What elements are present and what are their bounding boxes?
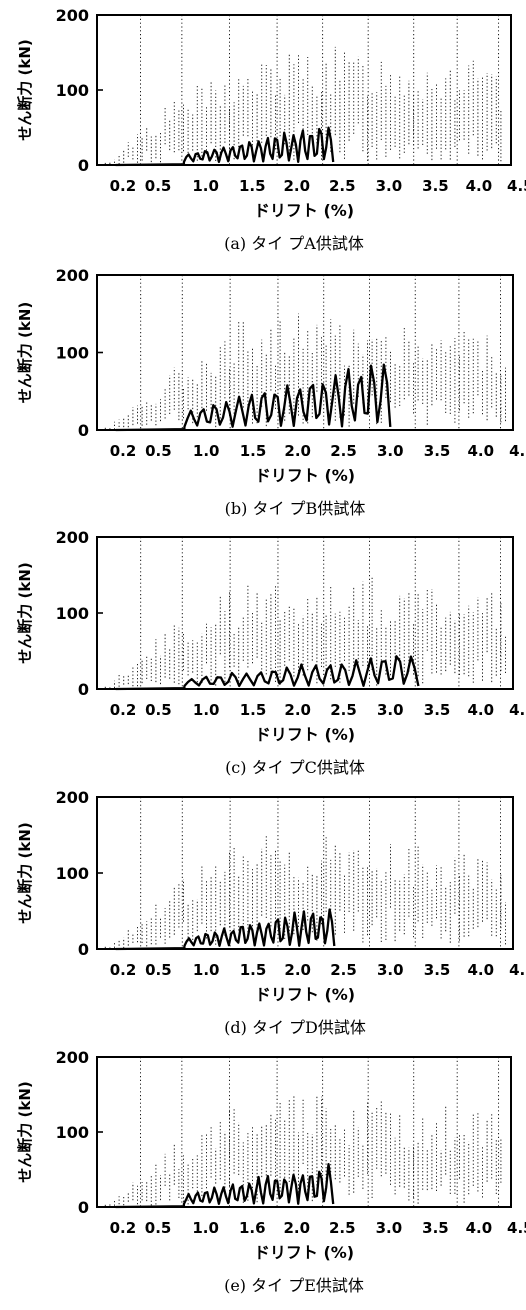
- x-tick-label: 1.6: [239, 1219, 266, 1237]
- x-tick-label: 1.0: [193, 442, 220, 460]
- x-tick-label: 0.2: [110, 177, 137, 195]
- series-dotted-envelope: [104, 1094, 502, 1207]
- x-tick-label: 3.5: [424, 701, 451, 719]
- x-tick-label: 0.2: [110, 701, 137, 719]
- y-tick-label: 100: [56, 81, 89, 100]
- x-tick-label: 3.0: [376, 1219, 403, 1237]
- x-tick-label: 0.2: [110, 442, 137, 460]
- y-tick-label: 200: [56, 788, 89, 807]
- y-tick-label: 0: [78, 680, 89, 699]
- x-tick-label: 1.5: [240, 961, 267, 979]
- panel-caption: (e) タイ プE供試体: [224, 1276, 364, 1295]
- y-axis-label: せん断力 (kN): [16, 302, 34, 403]
- x-tick-label: 4.5: [509, 961, 526, 979]
- x-tick-label: 1.0: [193, 701, 220, 719]
- x-tick-label: 0.5: [145, 442, 172, 460]
- x-tick-label: 2.5: [330, 442, 357, 460]
- x-tick-label: 4.0: [466, 177, 493, 195]
- panel-caption: (c) タイ プC供試体: [225, 758, 365, 777]
- x-tick-label: 2.0: [284, 701, 311, 719]
- x-tick-label: 3.5: [422, 1219, 449, 1237]
- series-dotted-envelope: [104, 577, 506, 689]
- series-solid-line: [115, 126, 335, 167]
- x-tick-label: 3.5: [424, 961, 451, 979]
- x-tick-label: 0.5: [145, 177, 172, 195]
- plot-frame: [96, 536, 514, 690]
- x-axis-label: ドリフト (%): [254, 1243, 354, 1262]
- chart-panel: 0 100 200 0.2 0.5 1.0 1.5 2.0 2.5 3.0 3.5 4.0 4.5 ドリフ…: [16, 266, 526, 518]
- x-tick-label: 4.0: [467, 701, 494, 719]
- y-axis-label: せん断力 (kN): [16, 562, 34, 663]
- y-axis-label: せん断力 (kN): [16, 39, 34, 140]
- series-dotted-envelope: [104, 313, 506, 430]
- y-tick-label: 0: [78, 1198, 89, 1217]
- x-tick-label: 4.0: [467, 961, 494, 979]
- y-tick-label: 200: [56, 528, 89, 547]
- series-dotted-envelope: [104, 46, 502, 165]
- x-tick-label: 3.5: [422, 177, 449, 195]
- chart-panel: 0 100 200 0.2 0.5 1.0 1.6 2.0 2.5 3.0 3.5 4.0 4.5 ドリフ…: [16, 1048, 526, 1295]
- x-axis-label: ドリフト (%): [254, 201, 354, 220]
- chart-panel: 0 100 200 0.2 0.5 1.0 1.5 2.0 2.5 3.0 3.5 4.0 4.5 ドリフ…: [16, 528, 526, 777]
- x-axis-label: ドリフト (%): [255, 985, 355, 1004]
- series-solid-line: [115, 655, 420, 691]
- panel-caption: (a) タイ プA供試体: [224, 234, 364, 253]
- series-solid-line: [115, 908, 336, 951]
- y-axis-label: せん断力 (kN): [16, 822, 34, 923]
- x-tick-label: 4.0: [466, 1219, 493, 1237]
- x-tick-label: 4.5: [507, 177, 526, 195]
- y-tick-label: 0: [78, 421, 89, 440]
- y-tick-label: 100: [56, 864, 89, 883]
- chart-panel: 0 100 200 0.2 0.5 1.0 1.5 2.0 2.5 3.0 3.5 4.0 4.5 ドリフ…: [16, 6, 526, 253]
- x-tick-label: 2.5: [329, 177, 356, 195]
- x-tick-label: 3.0: [377, 442, 404, 460]
- y-tick-label: 200: [56, 266, 89, 285]
- x-tick-label: 3.0: [376, 177, 403, 195]
- y-tick-label: 100: [56, 344, 89, 363]
- y-tick-label: 200: [56, 6, 89, 25]
- x-tick-label: 2.0: [284, 442, 311, 460]
- x-tick-label: 4.5: [509, 442, 526, 460]
- y-tick-label: 0: [78, 940, 89, 959]
- x-tick-label: 2.5: [329, 1219, 356, 1237]
- x-tick-label: 4.0: [467, 442, 494, 460]
- panel-caption: (b) タイ プB供試体: [225, 499, 366, 518]
- x-tick-label: 2.5: [330, 961, 357, 979]
- panel-caption: (d) タイ プD供試体: [224, 1018, 366, 1037]
- x-tick-label: 1.5: [239, 177, 266, 195]
- x-tick-label: 1.0: [193, 961, 220, 979]
- x-tick-label: 0.2: [110, 961, 137, 979]
- x-axis-label: ドリフト (%): [255, 466, 355, 485]
- y-tick-label: 200: [56, 1048, 89, 1067]
- series-solid-line: [115, 363, 392, 432]
- x-tick-label: 3.5: [424, 442, 451, 460]
- x-tick-label: 3.0: [377, 701, 404, 719]
- x-tick-label: 2.5: [330, 701, 357, 719]
- x-tick-label: 4.5: [509, 701, 526, 719]
- x-tick-label: 1.0: [192, 177, 219, 195]
- x-tick-label: 4.5: [507, 1219, 526, 1237]
- x-tick-label: 2.0: [283, 1219, 310, 1237]
- y-tick-label: 100: [56, 1123, 89, 1142]
- x-axis-label: ドリフト (%): [255, 725, 355, 744]
- x-tick-label: 0.5: [145, 961, 172, 979]
- x-tick-label: 2.0: [284, 961, 311, 979]
- x-tick-label: 1.5: [240, 442, 267, 460]
- y-axis-label: せん断力 (kN): [16, 1081, 34, 1182]
- y-tick-label: 100: [56, 604, 89, 623]
- series-solid-line: [115, 1163, 335, 1209]
- x-tick-label: 0.2: [110, 1219, 137, 1237]
- x-tick-label: 0.5: [145, 701, 172, 719]
- y-tick-label: 0: [78, 156, 89, 175]
- x-tick-label: 1.0: [192, 1219, 219, 1237]
- x-tick-label: 1.5: [240, 701, 267, 719]
- x-tick-label: 0.5: [145, 1219, 172, 1237]
- x-tick-label: 2.0: [283, 177, 310, 195]
- x-tick-label: 3.0: [377, 961, 404, 979]
- chart-panel: 0 100 200 0.2 0.5 1.0 1.5 2.0 2.5 3.0 3.5 4.0 4.5 ドリフ…: [16, 788, 526, 1037]
